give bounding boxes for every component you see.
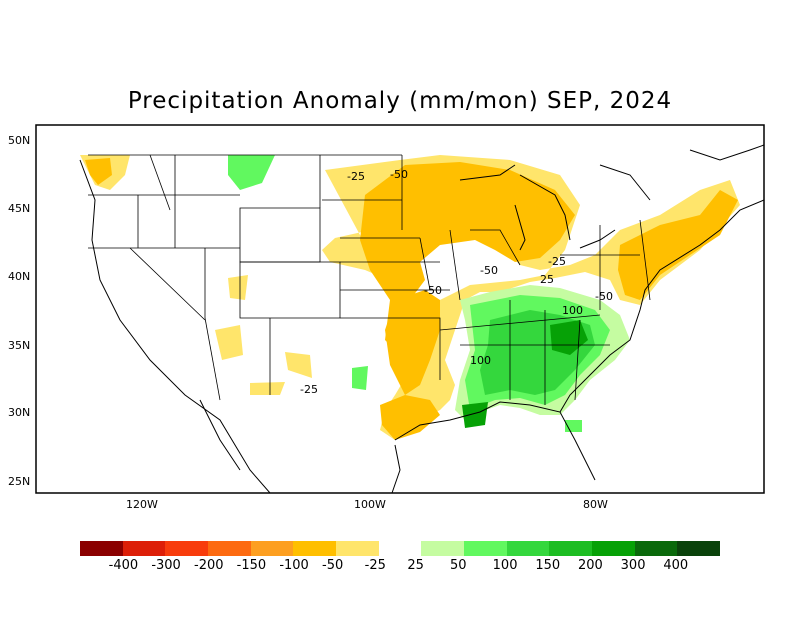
lon-label-120w: 120W — [126, 498, 158, 511]
dry-anomaly-orange-gulf — [380, 395, 440, 440]
legend-swatch — [208, 541, 251, 556]
lat-label-50n: 50N — [8, 134, 31, 147]
contour-label: -25 — [548, 255, 566, 268]
legend-label: 25 — [407, 558, 424, 573]
dry-anomaly-light-southwest4 — [250, 382, 285, 395]
dry-anomaly-light-southwest3 — [285, 352, 312, 378]
state-boundaries — [88, 154, 651, 405]
lat-label-40n: 40N — [8, 270, 31, 283]
legend-label: -50 — [322, 558, 344, 573]
contour-label: -25 — [300, 383, 318, 396]
lon-label-100w: 100W — [354, 498, 386, 511]
coastlines — [79, 144, 764, 493]
legend-label: 300 — [620, 558, 646, 573]
legend-swatch — [421, 541, 465, 556]
lat-label-35n: 35N — [8, 339, 31, 352]
contour-label: -50 — [480, 264, 498, 277]
legend-label: 100 — [492, 558, 518, 573]
lon-label-80w: 80W — [583, 498, 608, 511]
legend-swatch — [80, 541, 123, 556]
legend-colorbar — [80, 541, 721, 556]
legend-label: 50 — [450, 558, 467, 573]
dry-anomaly-light-southwest2 — [215, 325, 243, 360]
dry-anomaly-orange-northeast — [618, 190, 738, 300]
legend-swatch — [336, 541, 379, 556]
legend-swatch — [250, 541, 294, 556]
dry-anomaly-orange-midwest — [360, 162, 575, 350]
legend-swatch — [549, 541, 593, 556]
wet-anomaly-small-north — [228, 155, 275, 190]
legend-label: -100 — [279, 558, 309, 573]
dry-anomaly-orange-southcentral — [385, 290, 440, 395]
legend-swatch — [464, 541, 507, 556]
wet-anomaly-small-west — [352, 366, 368, 390]
legend-label: -400 — [108, 558, 139, 573]
legend-label: -150 — [236, 558, 267, 573]
lat-label-25n: 25N — [8, 475, 31, 488]
legend-label: 200 — [578, 558, 603, 573]
map-frame — [35, 124, 765, 494]
legend-swatch — [378, 541, 422, 556]
legend-label: -300 — [151, 558, 181, 573]
legend-swatch — [293, 541, 337, 556]
lat-label-45n: 45N — [8, 202, 31, 215]
legend-swatch — [677, 541, 721, 556]
contour-label: -50 — [390, 168, 408, 181]
legend-swatch — [165, 541, 209, 556]
legend-swatch — [506, 541, 550, 556]
legend-label: 400 — [663, 558, 689, 573]
legend-swatch — [592, 541, 635, 556]
dry-anomaly-orange-northwest — [85, 158, 112, 185]
contour-label: 100 — [562, 304, 583, 317]
dry-anomaly-light-southwest1 — [228, 275, 248, 300]
contour-label: 100 — [470, 354, 491, 367]
legend-label: -200 — [194, 558, 224, 573]
legend-label: -25 — [364, 558, 386, 573]
legend-swatch — [122, 541, 166, 556]
contour-label: -25 — [347, 170, 365, 183]
contour-labels: -25 -50 -50 -50 -25 25 -50 100 100 -25 — [300, 168, 613, 396]
legend-label: 150 — [535, 558, 561, 573]
legend-swatch — [634, 541, 678, 556]
map-title: Precipitation Anomaly (mm/mon) SEP, 2024 — [127, 88, 673, 114]
contour-label: 25 — [540, 273, 554, 286]
contour-label: -50 — [424, 284, 442, 297]
lat-label-30n: 30N — [8, 406, 31, 419]
wet-anomaly-peak-gulf — [462, 402, 488, 428]
contour-label: -50 — [595, 290, 613, 303]
